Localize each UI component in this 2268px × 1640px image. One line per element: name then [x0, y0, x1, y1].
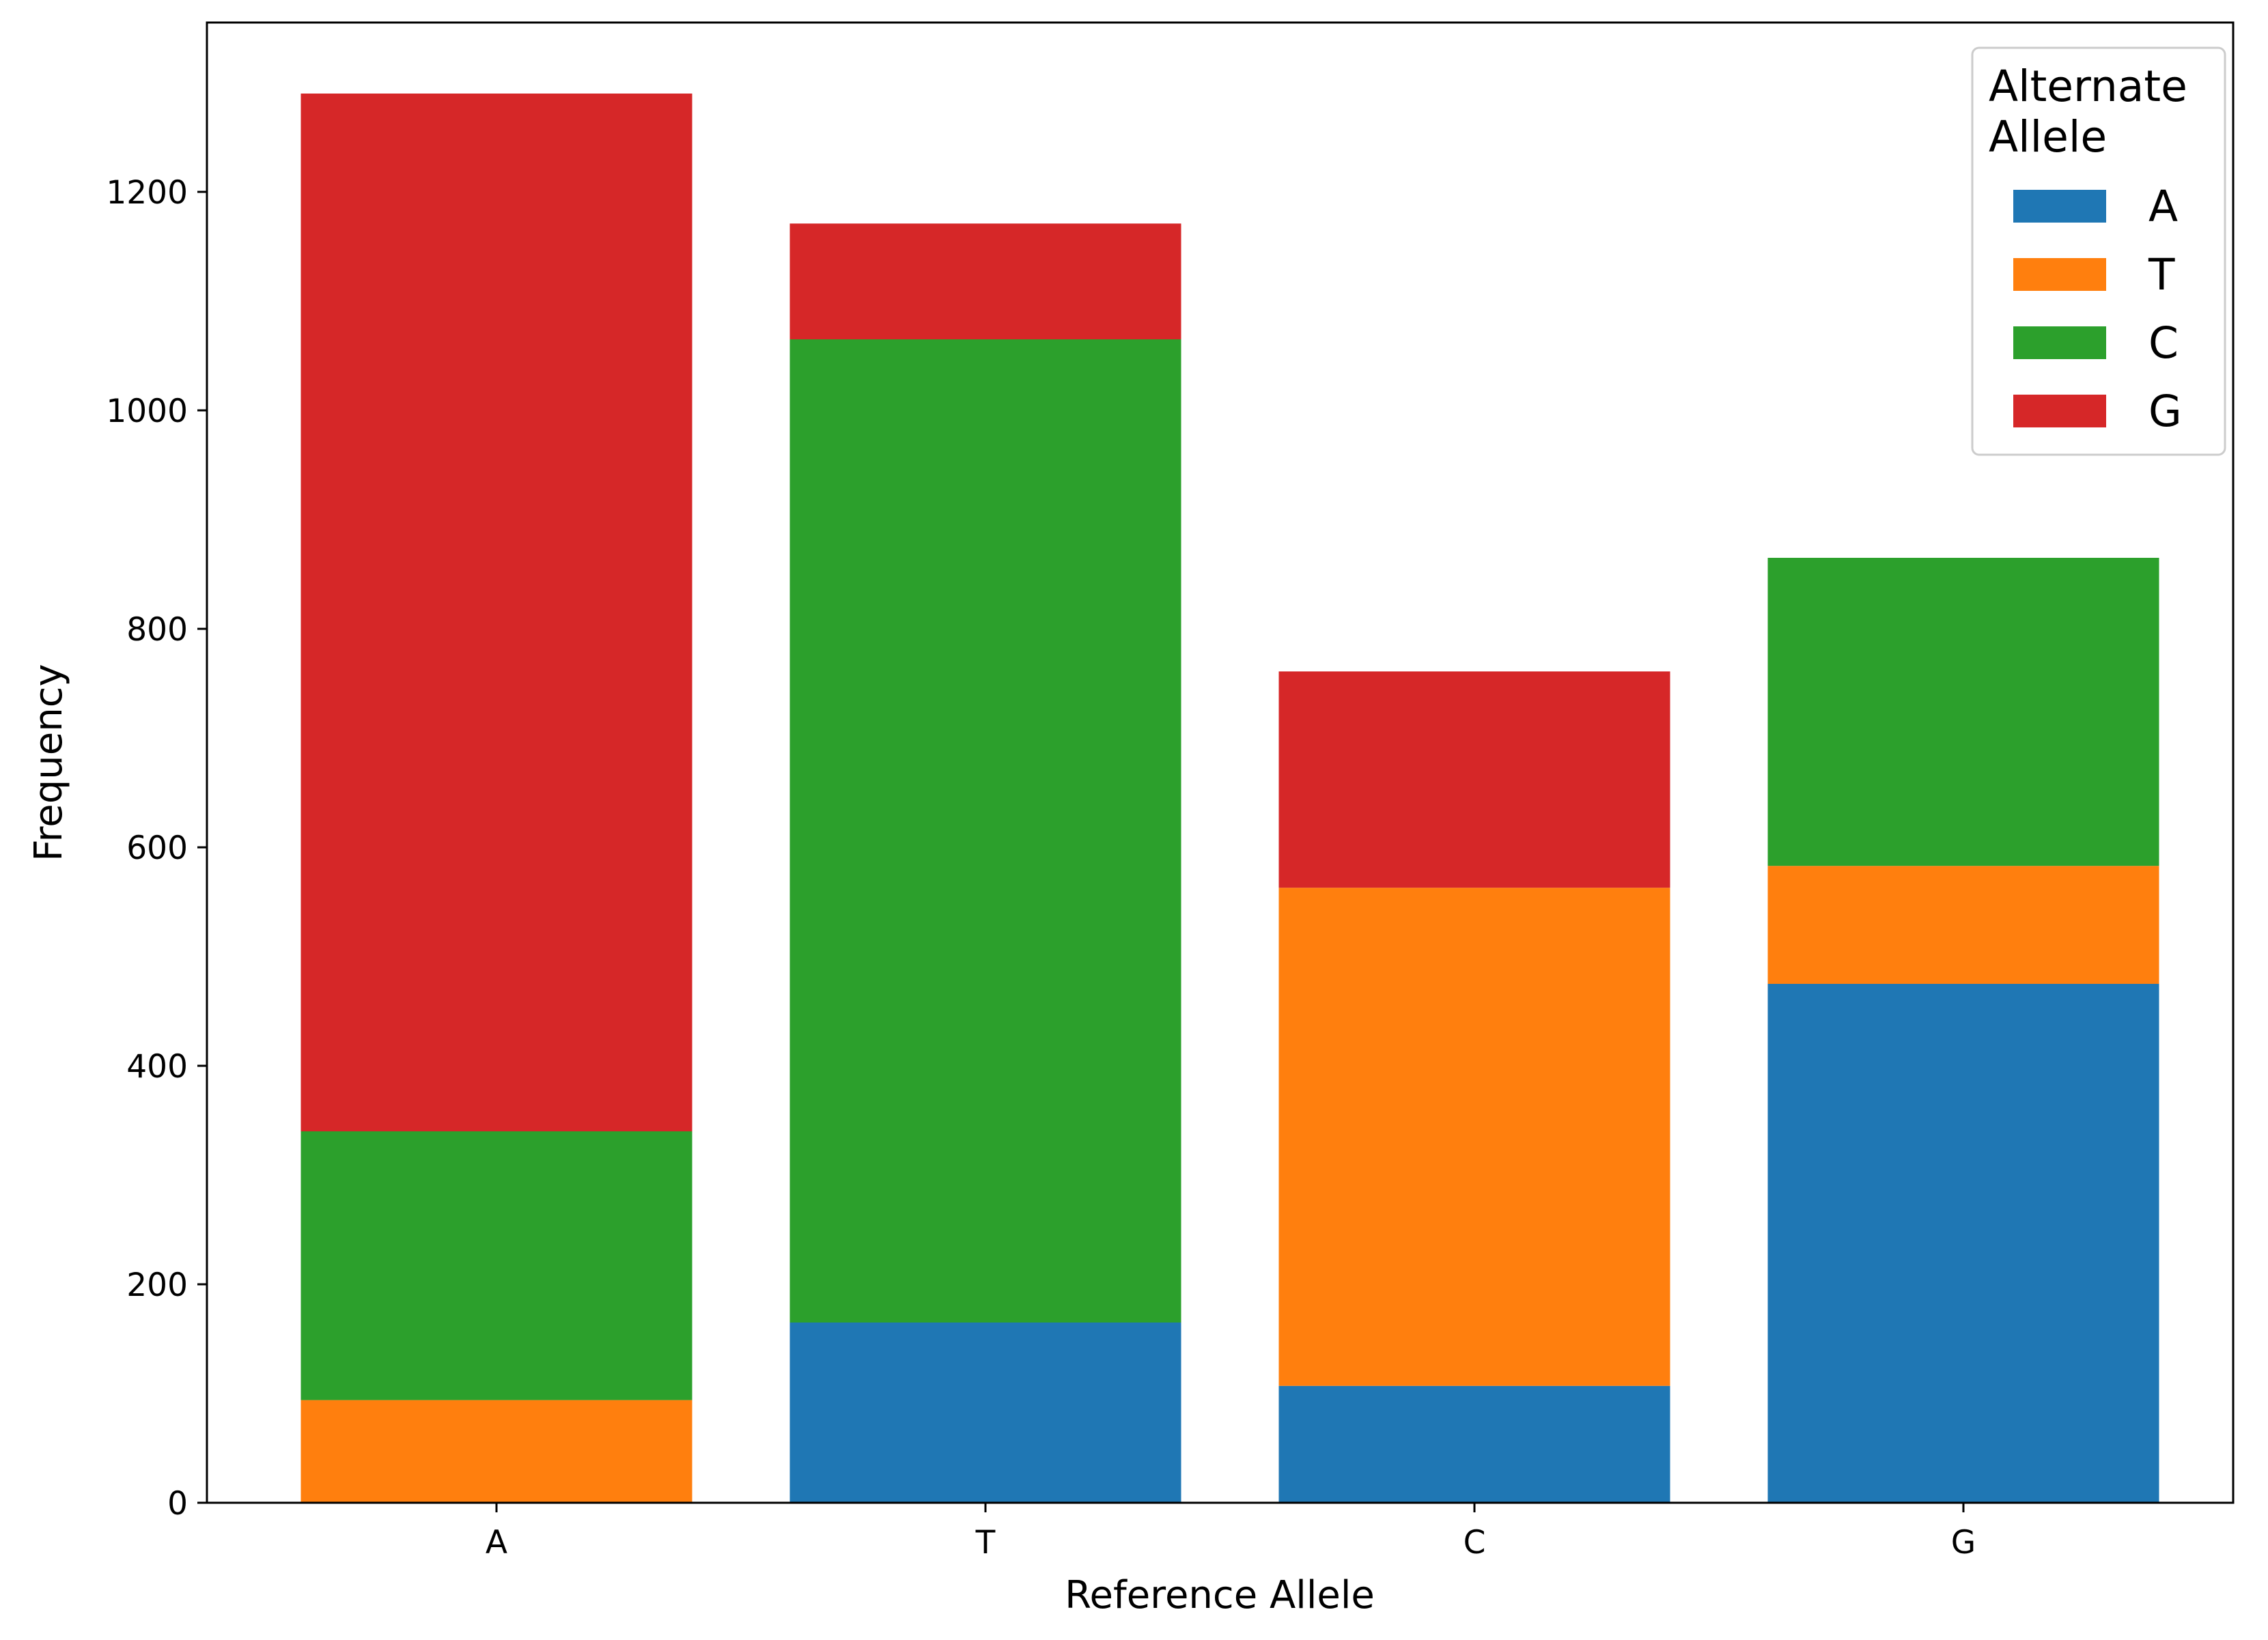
y-tick-label-1000: 1000	[106, 393, 188, 430]
bar-ref-T-alt-C	[789, 339, 1181, 1323]
legend-title-line-2: Allele	[1989, 112, 2107, 162]
y-axis-label: Frequency	[27, 664, 71, 861]
y-axis: 0 200 400 600 800 1000 1200	[106, 174, 207, 1523]
y-tick-label-800: 800	[126, 611, 188, 649]
x-axis-label: Reference Allele	[1065, 1573, 1375, 1617]
legend-swatch-G	[2013, 395, 2106, 427]
legend-label-A: A	[2148, 182, 2178, 231]
plot-frame	[206, 21, 2235, 1504]
bar-ref-C-alt-G	[1278, 671, 1670, 888]
bars-group	[300, 94, 2159, 1503]
y-tick-label-0: 0	[167, 1485, 188, 1523]
bar-ref-A-alt-G	[300, 94, 692, 1131]
bar-ref-G-alt-A	[1767, 984, 2159, 1503]
y-tick-label-1200: 1200	[106, 174, 188, 212]
y-tick-label-200: 200	[126, 1267, 188, 1304]
legend-label-T: T	[2148, 250, 2175, 300]
bar-ref-C-alt-T	[1278, 888, 1670, 1386]
x-tick-label-C: C	[1464, 1524, 1486, 1561]
y-tick-label-600: 600	[126, 830, 188, 867]
legend-swatch-A	[2013, 190, 2106, 223]
bar-ref-T-alt-A	[789, 1323, 1181, 1503]
bar-ref-A-alt-T	[300, 1400, 692, 1503]
bar-ref-C-alt-A	[1278, 1385, 1670, 1503]
x-tick-label-A: A	[486, 1524, 507, 1561]
legend-swatch-C	[2013, 326, 2106, 359]
y-tick-label-400: 400	[126, 1048, 188, 1086]
bar-ref-A-alt-C	[300, 1131, 692, 1400]
legend-label-C: C	[2148, 318, 2179, 368]
x-tick-label-G: G	[1951, 1524, 1976, 1561]
bar-ref-G-alt-T	[1767, 866, 2159, 984]
bar-ref-G-alt-C	[1767, 558, 2159, 866]
legend-title-line-1: Alternate	[1989, 61, 2187, 111]
legend-label-G: G	[2148, 386, 2182, 436]
legend-swatch-T	[2013, 258, 2106, 291]
bar-ref-T-alt-G	[789, 223, 1181, 339]
x-tick-label-T: T	[975, 1524, 996, 1561]
